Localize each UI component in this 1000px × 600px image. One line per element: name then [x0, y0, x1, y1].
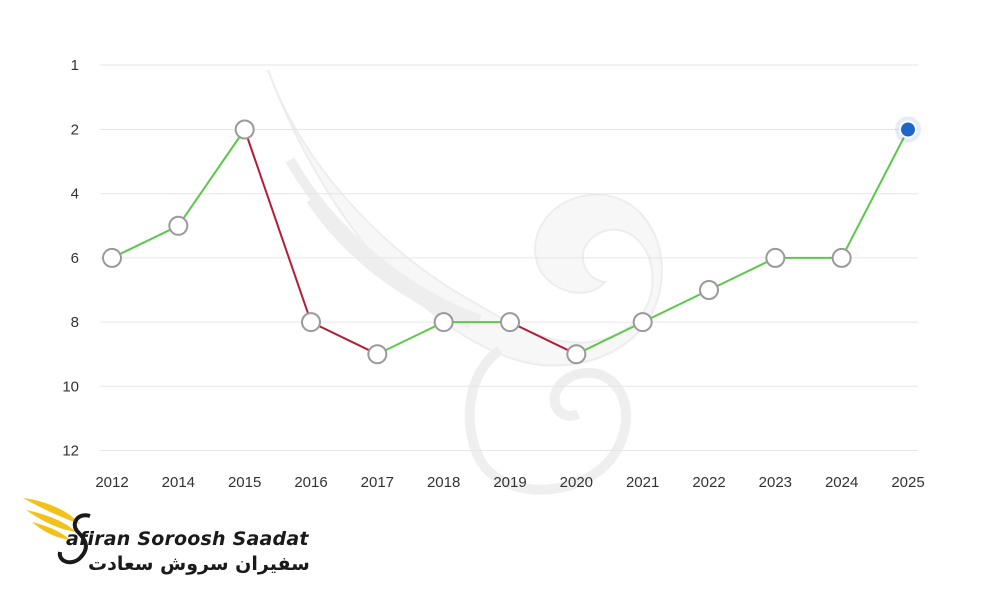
data-point[interactable]: [234, 119, 255, 140]
data-point[interactable]: [367, 344, 388, 365]
x-tick-label: 2025: [891, 474, 924, 491]
x-tick-label: 2021: [626, 474, 659, 491]
line-segment: [177, 128, 246, 227]
x-tick-label: 2024: [825, 474, 858, 491]
x-tick-label: 2015: [228, 474, 261, 491]
x-axis: 2012 2014 2015 2016 2017 2018 2019 2020 2021 2022…: [95, 474, 924, 491]
data-point[interactable]: [831, 247, 852, 268]
series-line: [111, 128, 909, 356]
x-tick-label: 2023: [759, 474, 792, 491]
line-segment: [642, 289, 710, 324]
data-point[interactable]: [168, 215, 189, 236]
watermark-logo: [267, 69, 663, 495]
x-tick-label: 2014: [162, 474, 195, 491]
data-point[interactable]: [566, 344, 587, 365]
y-tick-label: 8: [71, 314, 79, 331]
x-tick-label: 2017: [361, 474, 394, 491]
y-tick-label: 10: [62, 378, 79, 395]
data-point[interactable]: [699, 280, 719, 300]
x-tick-label: 2019: [493, 474, 526, 491]
y-tick-label: 2: [71, 122, 79, 139]
line-segment: [509, 321, 577, 356]
y-tick-label: 1: [71, 57, 79, 74]
brand-name-persian: سفیران سروش سعادت: [88, 553, 310, 575]
x-tick-label: 2022: [692, 474, 725, 491]
line-segment: [840, 129, 909, 259]
brand-name-english: afiran Soroosh Saadat: [66, 528, 309, 550]
data-point[interactable]: [301, 312, 321, 333]
data-point[interactable]: [500, 312, 520, 333]
line-segment: [708, 256, 776, 291]
y-tick-label: 12: [62, 443, 79, 460]
x-tick-label: 2012: [95, 474, 128, 491]
data-point[interactable]: [765, 247, 786, 268]
line-segment: [111, 224, 179, 259]
line-segment: [243, 129, 312, 323]
series-points: [102, 116, 921, 365]
line-segment: [310, 321, 378, 356]
y-tick-label: 4: [71, 186, 79, 203]
line-segment: [376, 321, 445, 356]
data-point[interactable]: [433, 312, 454, 333]
data-point[interactable]: [632, 312, 653, 333]
line-segment: [575, 321, 644, 356]
x-tick-label: 2018: [427, 474, 460, 491]
data-point[interactable]: [102, 247, 122, 268]
x-tick-label: 2020: [560, 474, 593, 491]
brand-logo-icon: [23, 498, 91, 565]
y-tick-label: 6: [71, 250, 79, 267]
x-tick-label: 2016: [294, 474, 327, 491]
highlighted-data-point[interactable]: [899, 120, 917, 139]
